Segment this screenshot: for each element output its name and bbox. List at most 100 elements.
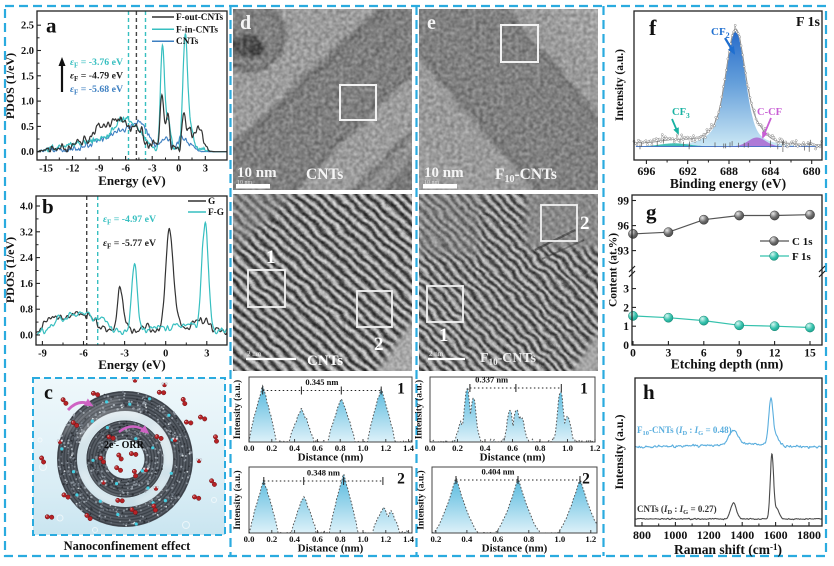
svg-text:-12: -12 bbox=[66, 164, 80, 175]
svg-text:688: 688 bbox=[720, 164, 738, 178]
svg-text:1.0: 1.0 bbox=[358, 534, 370, 544]
svg-text:2: 2 bbox=[623, 302, 629, 314]
svg-text:2 nm: 2 nm bbox=[429, 350, 444, 358]
svg-text:0.8: 0.8 bbox=[20, 305, 33, 316]
svg-text:0.0: 0.0 bbox=[244, 534, 256, 544]
svg-text:3.2: 3.2 bbox=[20, 227, 33, 238]
svg-text:Distance (nm): Distance (nm) bbox=[298, 543, 364, 555]
svg-text:h: h bbox=[643, 380, 655, 404]
svg-text:εF = -4.97 eV: εF = -4.97 eV bbox=[103, 214, 156, 227]
svg-text:e: e bbox=[427, 12, 436, 34]
svg-text:0.4: 0.4 bbox=[480, 443, 492, 453]
svg-text:Intensity (a.u.): Intensity (a.u.) bbox=[416, 470, 427, 529]
svg-text:F-out-CNTs: F-out-CNTs bbox=[176, 13, 224, 23]
svg-text:CF3: CF3 bbox=[672, 107, 690, 120]
svg-text:F10-CNTs: F10-CNTs bbox=[495, 166, 557, 185]
svg-text:2.5: 2.5 bbox=[21, 21, 34, 32]
svg-text:0: 0 bbox=[176, 164, 181, 175]
svg-text:692: 692 bbox=[679, 164, 697, 178]
svg-text:0.404 nm: 0.404 nm bbox=[481, 467, 514, 477]
svg-text:0.0: 0.0 bbox=[244, 443, 256, 453]
svg-text:CNTs: CNTs bbox=[176, 37, 199, 47]
svg-text:CNTs (ID : IG = 0.27): CNTs (ID : IG = 0.27) bbox=[637, 504, 717, 516]
svg-text:10 nm: 10 nm bbox=[237, 180, 253, 186]
svg-text:0: 0 bbox=[630, 348, 636, 360]
svg-text:Intensity (a.u.): Intensity (a.u.) bbox=[614, 49, 626, 121]
svg-text:C-CF: C-CF bbox=[757, 107, 782, 118]
svg-text:2: 2 bbox=[580, 213, 590, 234]
svg-text:F-G: F-G bbox=[208, 208, 224, 218]
svg-text:PDOS (1/eV): PDOS (1/eV) bbox=[3, 53, 17, 119]
svg-text:Content (at.%): Content (at.%) bbox=[608, 233, 620, 307]
svg-text:g: g bbox=[646, 200, 657, 224]
svg-text:1: 1 bbox=[623, 321, 629, 333]
svg-text:-9: -9 bbox=[95, 164, 104, 175]
svg-text:Binding energy (eV): Binding energy (eV) bbox=[670, 176, 786, 191]
svg-text:εF = -4.79 eV: εF = -4.79 eV bbox=[70, 71, 123, 84]
svg-text:4.0: 4.0 bbox=[20, 202, 33, 213]
svg-text:2.4: 2.4 bbox=[20, 253, 33, 264]
svg-text:G: G bbox=[208, 197, 215, 207]
svg-text:2e-- ORR: 2e-- ORR bbox=[104, 439, 145, 451]
svg-text:0.6: 0.6 bbox=[312, 534, 324, 544]
svg-text:0.8: 0.8 bbox=[335, 443, 347, 453]
svg-text:0.2: 0.2 bbox=[266, 534, 277, 544]
svg-text:96: 96 bbox=[618, 221, 630, 233]
svg-text:1000: 1000 bbox=[663, 528, 687, 542]
svg-text:Distance (nm): Distance (nm) bbox=[480, 452, 546, 464]
svg-text:C 1s: C 1s bbox=[792, 236, 813, 248]
svg-text:10 nm: 10 nm bbox=[424, 180, 440, 186]
svg-text:1600: 1600 bbox=[764, 528, 788, 542]
svg-text:1.0: 1.0 bbox=[554, 534, 566, 544]
svg-text:b: b bbox=[42, 195, 54, 219]
svg-text:CNTs: CNTs bbox=[306, 166, 343, 183]
svg-text:-6: -6 bbox=[79, 349, 88, 360]
svg-text:Intensity (a.u.): Intensity (a.u.) bbox=[232, 470, 243, 529]
svg-text:F10-CNTs: F10-CNTs bbox=[480, 351, 536, 367]
svg-text:Etching depth (nm): Etching depth (nm) bbox=[671, 357, 784, 372]
svg-text:0.4: 0.4 bbox=[289, 443, 301, 453]
svg-text:1200: 1200 bbox=[697, 528, 721, 542]
svg-text:1.0: 1.0 bbox=[21, 97, 34, 108]
svg-text:1.4: 1.4 bbox=[403, 443, 415, 453]
svg-text:0.5: 0.5 bbox=[21, 122, 34, 133]
svg-text:CNTs: CNTs bbox=[307, 353, 343, 369]
svg-text:-6: -6 bbox=[121, 164, 130, 175]
svg-text:εF = -5.68 eV: εF = -5.68 eV bbox=[70, 84, 123, 97]
svg-text:1: 1 bbox=[439, 325, 449, 346]
svg-text:2: 2 bbox=[582, 471, 590, 488]
svg-text:1: 1 bbox=[266, 247, 276, 268]
svg-text:-15: -15 bbox=[39, 164, 53, 175]
svg-text:0: 0 bbox=[163, 349, 168, 360]
svg-text:800: 800 bbox=[633, 528, 651, 542]
svg-text:1800: 1800 bbox=[797, 528, 821, 542]
svg-text:0.345 nm: 0.345 nm bbox=[305, 377, 338, 387]
svg-text:0.8: 0.8 bbox=[535, 443, 547, 453]
svg-text:3: 3 bbox=[666, 348, 672, 360]
svg-text:2 nm: 2 nm bbox=[247, 350, 262, 358]
svg-text:F10-CNTs (ID : IG = 0.48): F10-CNTs (ID : IG = 0.48) bbox=[637, 425, 732, 437]
svg-text:Intensity (a.u.): Intensity (a.u.) bbox=[414, 380, 425, 439]
svg-text:10 nm: 10 nm bbox=[424, 165, 464, 181]
svg-text:1.6: 1.6 bbox=[20, 279, 33, 290]
svg-text:684: 684 bbox=[761, 164, 779, 178]
svg-text:1.2: 1.2 bbox=[380, 443, 391, 453]
svg-text:CF2: CF2 bbox=[711, 26, 730, 40]
svg-text:0.6: 0.6 bbox=[507, 443, 519, 453]
svg-text:1: 1 bbox=[397, 381, 405, 398]
svg-text:1.4: 1.4 bbox=[403, 534, 415, 544]
svg-text:1400: 1400 bbox=[730, 528, 754, 542]
svg-text:c: c bbox=[44, 382, 53, 404]
svg-text:Distance (nm): Distance (nm) bbox=[482, 543, 548, 555]
svg-text:0.337 nm: 0.337 nm bbox=[475, 375, 508, 385]
svg-text:Intensity (a.u.): Intensity (a.u.) bbox=[612, 414, 626, 489]
svg-text:-3: -3 bbox=[148, 164, 157, 175]
svg-text:3: 3 bbox=[203, 164, 208, 175]
svg-text:0: 0 bbox=[623, 340, 629, 352]
svg-text:0.2: 0.2 bbox=[430, 534, 441, 544]
svg-text:Intensity (a.u.): Intensity (a.u.) bbox=[232, 380, 243, 439]
svg-text:1.2: 1.2 bbox=[380, 534, 391, 544]
svg-text:1.5: 1.5 bbox=[21, 71, 34, 82]
svg-text:99: 99 bbox=[618, 196, 630, 208]
svg-text:0.0: 0.0 bbox=[21, 147, 34, 158]
